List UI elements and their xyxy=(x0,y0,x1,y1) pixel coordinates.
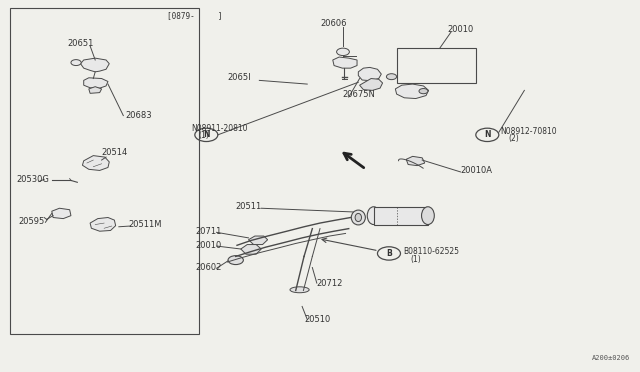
Text: N08912-70810: N08912-70810 xyxy=(500,126,557,136)
Text: 20595: 20595 xyxy=(19,217,45,226)
Polygon shape xyxy=(406,156,425,166)
Text: 20010: 20010 xyxy=(448,25,474,34)
Polygon shape xyxy=(81,58,109,72)
Text: N: N xyxy=(484,130,491,140)
Text: 2065I: 2065I xyxy=(227,73,251,82)
Text: B08110-62525: B08110-62525 xyxy=(403,247,459,256)
Polygon shape xyxy=(83,155,109,170)
Text: N: N xyxy=(203,130,209,140)
Polygon shape xyxy=(90,218,116,231)
Text: 20651: 20651 xyxy=(68,39,94,48)
Text: 20683: 20683 xyxy=(125,111,152,120)
Text: A200±0206: A200±0206 xyxy=(591,355,630,361)
Ellipse shape xyxy=(290,287,309,293)
Text: 20602: 20602 xyxy=(195,263,222,272)
Circle shape xyxy=(419,89,428,94)
Text: 20711: 20711 xyxy=(195,227,222,236)
Bar xyxy=(10,8,198,334)
Polygon shape xyxy=(84,78,108,88)
Text: 20511: 20511 xyxy=(236,202,262,211)
Text: 20010: 20010 xyxy=(195,241,221,250)
Ellipse shape xyxy=(355,214,362,222)
Text: B: B xyxy=(386,249,392,258)
Text: (1): (1) xyxy=(411,255,421,264)
Text: 20530G: 20530G xyxy=(17,175,49,184)
Text: [0879-     ]: [0879- ] xyxy=(167,11,222,20)
Polygon shape xyxy=(241,244,261,254)
Text: 20675N: 20675N xyxy=(342,90,375,99)
Polygon shape xyxy=(396,84,429,99)
Circle shape xyxy=(71,60,81,65)
Polygon shape xyxy=(360,78,383,90)
Ellipse shape xyxy=(422,207,435,225)
Circle shape xyxy=(387,74,397,80)
Circle shape xyxy=(337,48,349,55)
Text: (1): (1) xyxy=(198,131,209,141)
Polygon shape xyxy=(52,208,71,219)
Text: 20010A: 20010A xyxy=(461,166,493,175)
Ellipse shape xyxy=(367,207,380,225)
Text: (2): (2) xyxy=(508,134,519,143)
Circle shape xyxy=(228,256,243,264)
Text: 20511M: 20511M xyxy=(129,221,162,230)
Ellipse shape xyxy=(351,210,365,225)
Bar xyxy=(374,207,428,225)
Polygon shape xyxy=(358,67,381,81)
Text: 20606: 20606 xyxy=(320,19,346,28)
Text: 20510: 20510 xyxy=(305,315,331,324)
Text: 20514: 20514 xyxy=(102,148,128,157)
Text: N08911-20810: N08911-20810 xyxy=(191,124,248,133)
Bar xyxy=(397,48,476,83)
Polygon shape xyxy=(248,236,268,244)
Polygon shape xyxy=(89,87,102,93)
Text: 20712: 20712 xyxy=(317,279,343,288)
Polygon shape xyxy=(333,57,357,68)
